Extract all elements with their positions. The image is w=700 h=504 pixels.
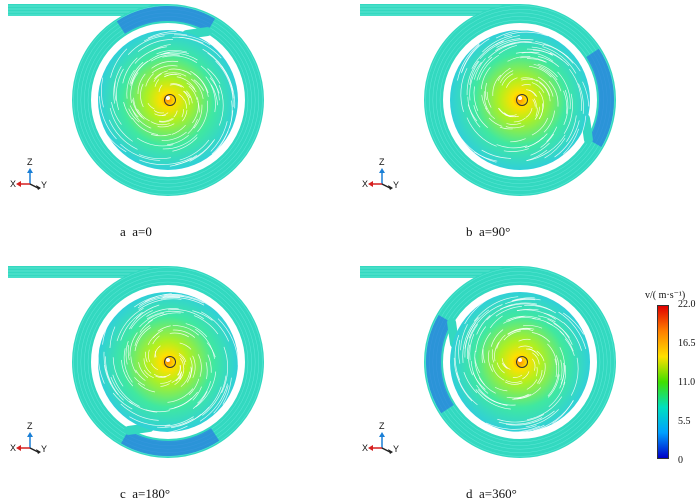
caption-label: a=180°	[132, 486, 171, 501]
low-velocity-zone	[586, 48, 614, 147]
axes-arrows-icon	[368, 168, 393, 190]
caption-d: d a=360°	[466, 486, 517, 502]
caption-letter: a	[120, 224, 126, 239]
flow-field-c	[8, 266, 264, 458]
axis-x-label: X	[362, 179, 369, 189]
caption-letter: b	[466, 224, 473, 239]
flow-field-d	[360, 266, 616, 458]
panel-c	[0, 262, 340, 462]
impeller-hub	[516, 94, 528, 106]
caption-letter: c	[120, 486, 126, 501]
caption-letter: d	[466, 486, 473, 501]
axes-arrows-icon	[368, 432, 393, 454]
panel-a	[0, 0, 340, 200]
axes-arrows-icon	[16, 432, 41, 454]
streamlines	[98, 293, 239, 434]
caption-label: a=360°	[479, 486, 517, 501]
low-velocity-zone	[121, 428, 220, 456]
panel-b	[352, 0, 692, 200]
axes-triad-b: Z X Y	[362, 157, 402, 196]
axis-z-label: Z	[27, 421, 33, 431]
axis-x-label: X	[10, 179, 17, 189]
axis-x-label: X	[362, 443, 369, 453]
axes-arrows-icon	[16, 168, 41, 190]
axes-triad-a: Z X Y	[10, 157, 50, 196]
flow-field-a	[8, 4, 264, 196]
colorbar-tick-0: 0	[678, 455, 683, 466]
impeller-hub	[164, 356, 176, 368]
colorbar-tick-5-5: 5.5	[678, 416, 691, 427]
colorbar-tick-16-5: 16.5	[678, 338, 696, 349]
axis-x-label: X	[10, 443, 17, 453]
flow-field-b	[360, 4, 616, 196]
caption-label: a=90°	[479, 224, 511, 239]
colorbar	[657, 305, 669, 459]
streamlines	[99, 31, 236, 167]
axes-triad-d: Z X Y	[362, 421, 402, 460]
caption-c: c a=180°	[120, 486, 170, 502]
low-velocity-zone	[426, 315, 454, 414]
axis-y-label: Y	[41, 180, 48, 190]
caption-b: b a=90°	[466, 224, 510, 240]
low-velocity-zone	[116, 6, 215, 34]
axes-triad-c: Z X Y	[10, 421, 50, 460]
colorbar-title: v/( m·s⁻¹)	[645, 290, 686, 301]
axis-y-label: Y	[41, 444, 48, 454]
axis-y-label: Y	[393, 444, 400, 454]
colorbar-tick-22: 22.0	[678, 299, 696, 310]
streamlines	[457, 29, 590, 163]
impeller-hub	[164, 94, 176, 106]
panel-d	[352, 262, 692, 462]
caption-label: a=0	[132, 224, 152, 239]
axis-y-label: Y	[393, 180, 400, 190]
axis-z-label: Z	[379, 421, 385, 431]
colorbar-tick-11: 11.0	[678, 377, 696, 388]
axis-z-label: Z	[379, 157, 385, 167]
axis-z-label: Z	[27, 157, 33, 167]
caption-a: a a=0	[120, 224, 152, 240]
streamlines	[453, 293, 587, 433]
impeller-hub	[516, 356, 528, 368]
